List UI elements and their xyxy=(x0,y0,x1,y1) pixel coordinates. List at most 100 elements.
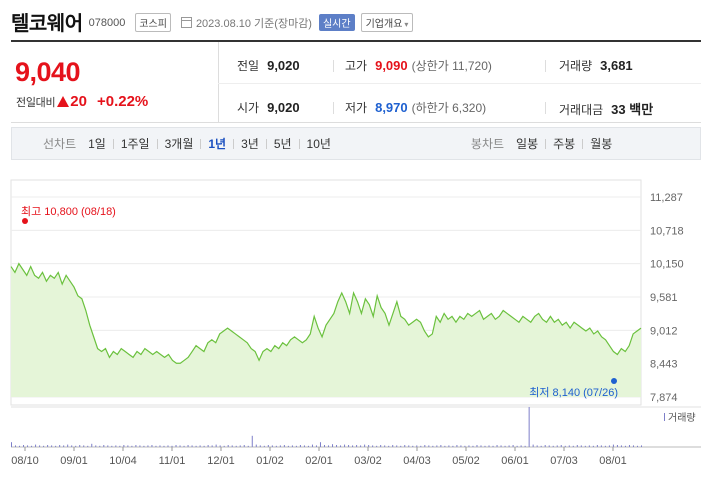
volume-bar xyxy=(612,444,614,447)
volume-bar xyxy=(504,445,506,447)
realtime-button[interactable]: 실시간 xyxy=(318,14,355,31)
prev-close-label: 전일 xyxy=(237,59,260,73)
chevron-down-icon: ▾ xyxy=(404,20,409,29)
volume-bar xyxy=(135,445,137,447)
divider xyxy=(333,102,334,114)
company-info-dropdown[interactable]: 기업개요 ▾ xyxy=(360,13,414,32)
x-tick-label: 12/01 xyxy=(207,455,235,467)
divider xyxy=(545,60,546,72)
period-3y[interactable]: 3년 xyxy=(241,137,259,151)
volume-bar xyxy=(11,442,12,447)
volume-bar xyxy=(620,445,622,447)
low-value: 8,970 xyxy=(375,100,408,115)
volume-bar xyxy=(303,445,305,447)
volume-bar xyxy=(171,445,173,447)
volume-bar xyxy=(119,445,121,447)
volume-bar xyxy=(340,445,342,447)
y-tick-label: 10,150 xyxy=(650,259,684,271)
period-1w[interactable]: 1주일 xyxy=(120,137,150,151)
volume-bar xyxy=(416,445,418,447)
volume-bar xyxy=(251,435,253,447)
change-value: 20 xyxy=(70,93,87,110)
volume-bar xyxy=(311,444,313,447)
volume-bar xyxy=(307,445,309,447)
volume-bar xyxy=(139,445,141,447)
volume-bar xyxy=(584,445,586,447)
volume-bar xyxy=(107,445,109,447)
stock-code: 078000 xyxy=(88,17,126,29)
volume-bar xyxy=(384,445,386,447)
x-tick-label: 08/01 xyxy=(599,455,627,467)
volume-bar xyxy=(155,445,157,447)
change-rate: +0.22% xyxy=(96,93,149,110)
divider xyxy=(112,138,114,149)
price-chart: 11,287 10,718 10,150 9,581 9,012 8,443 7,874 최고… xyxy=(10,179,701,467)
volume-bar xyxy=(424,445,426,447)
volume-legend: 거래량 xyxy=(668,412,696,424)
trade-amount: 거래대금 33 백만 xyxy=(559,99,653,118)
period-10y[interactable]: 10년 xyxy=(306,137,331,151)
volume-bar xyxy=(452,445,454,447)
volume-label: 거래량 xyxy=(559,59,593,73)
low-marker xyxy=(611,378,617,384)
volume-bar xyxy=(556,445,558,447)
volume-bar xyxy=(59,445,61,447)
volume-bar xyxy=(484,445,486,447)
volume-bar xyxy=(43,445,45,447)
low-label: 최저 8,140 (07/26) xyxy=(529,386,618,399)
volume-bar xyxy=(255,444,257,447)
price-line xyxy=(10,262,642,364)
volume-bar xyxy=(315,445,317,447)
candle-monthly[interactable]: 월봉 xyxy=(590,137,613,151)
volume-bar xyxy=(540,445,542,447)
market-badge: 코스피 xyxy=(135,12,171,32)
volume-bar xyxy=(376,445,378,447)
candle-chart-label: 봉차트 xyxy=(470,137,505,151)
calendar-icon xyxy=(180,17,192,28)
volume-bar xyxy=(67,444,69,447)
base-date: 2023.08.10 기준(장마감) xyxy=(195,17,312,30)
candle-daily[interactable]: 일봉 xyxy=(516,137,539,151)
volume-bar xyxy=(392,445,394,447)
x-tick-label: 09/01 xyxy=(60,455,88,467)
volume-bar xyxy=(336,445,338,447)
volume-bar xyxy=(167,445,169,447)
low-price: 저가 8,970 (하한가 6,320) xyxy=(345,99,486,116)
period-1d[interactable]: 1일 xyxy=(88,137,106,151)
volume-bar xyxy=(295,445,297,447)
period-1y[interactable]: 1년 xyxy=(208,137,227,151)
volume-bar xyxy=(27,445,29,447)
volume-bar xyxy=(468,445,470,447)
candle-weekly[interactable]: 주봉 xyxy=(553,137,576,151)
volume-bar xyxy=(83,445,85,447)
volume-bar xyxy=(508,445,510,447)
volume-bar xyxy=(572,445,574,447)
volume-bar xyxy=(163,445,165,447)
volume-bar xyxy=(628,445,630,447)
volume-bar xyxy=(380,445,382,447)
volume-bar xyxy=(536,445,538,447)
volume-bar xyxy=(103,445,105,447)
volume-bar xyxy=(328,445,330,447)
y-tick-label: 11,287 xyxy=(650,192,683,204)
volume-bar xyxy=(231,445,233,447)
volume-bar xyxy=(215,444,217,447)
volume-bar xyxy=(23,445,25,447)
volume-bar xyxy=(408,445,410,447)
open-label: 시가 xyxy=(237,101,260,115)
volume-bar xyxy=(287,445,289,447)
period-5y[interactable]: 5년 xyxy=(273,137,292,151)
volume-bar xyxy=(99,445,101,447)
volume-bar xyxy=(580,445,582,447)
stock-header: 텔코웨어 078000 코스피 2023.08.10 기준(장마감) 실시간 기… xyxy=(11,6,414,36)
high-label: 최고 10,800 (08/18) xyxy=(21,205,116,218)
x-tick-label: 03/02 xyxy=(354,455,382,467)
divider xyxy=(265,138,267,149)
high-label: 고가 xyxy=(345,59,368,73)
volume-bar xyxy=(35,444,37,447)
period-3m[interactable]: 3개월 xyxy=(164,137,194,151)
volume-bar xyxy=(420,445,422,447)
volume-bar xyxy=(87,445,89,447)
volume-bar xyxy=(516,445,518,447)
volume-bar xyxy=(243,445,245,447)
